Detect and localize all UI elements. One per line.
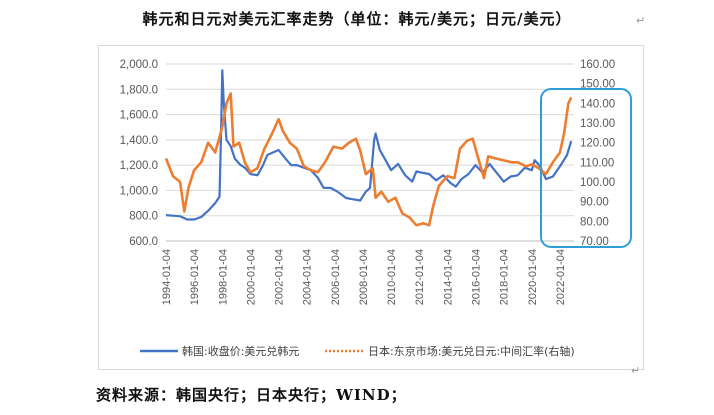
legend-label-jpy: 日本:东京市场:美元兑日元:中间汇率(右轴) [368,344,575,358]
y-right-tick-label: 100.00 [580,177,615,189]
y-left-tick-label: 800.0 [129,211,158,223]
y-right-tick-label: 140.00 [580,98,615,110]
x-tick-label: 1998-01-04 [217,249,229,305]
y-left-tick-label: 1,000.0 [120,185,158,197]
page-title: 韩元和日元对美元汇率走势（单位：韩元/美元；日元/美元） [142,10,572,28]
y-left-tick-label: 2,000.0 [120,59,158,71]
y-left-tick-label: 1,200.0 [120,160,158,172]
x-tick-label: 2016-01-04 [471,249,483,305]
source-note: 资料来源：韩国央行；日本央行；WIND； [96,386,407,404]
x-tick-label: 2012-01-04 [414,249,426,305]
x-tick-label: 2020-01-04 [527,249,539,305]
legend-label-krw: 韩国:收盘价:美元兑韩元 [182,344,299,358]
y-left-tick-label: 1,400.0 [120,135,158,147]
x-tick-label: 1996-01-04 [189,249,201,305]
paragraph-mark-2: ↵ [631,364,641,377]
y-right-tick-label: 130.00 [580,118,615,130]
x-tick-label: 2008-01-04 [358,249,370,305]
x-tick-label: 2006-01-04 [330,249,342,305]
series-jpy-line [164,92,573,227]
x-tick-label: 2014-01-04 [442,249,454,305]
y-left-tick-label: 600.0 [129,236,158,248]
paragraph-mark: ↵ [636,14,646,27]
highlight-box [540,88,632,248]
x-tick-label: 2000-01-04 [245,249,257,305]
y-right-tick-label: 160.00 [580,59,615,71]
y-left-tick-label: 1,600.0 [120,110,158,122]
y-right-tick-label: 90.00 [580,197,609,209]
x-tick-label: 2004-01-04 [302,249,314,305]
y-right-tick-label: 150.00 [580,79,615,91]
series-krw-line [165,69,573,221]
chart-frame [98,45,644,370]
y-right-tick-label: 110.00 [580,157,614,169]
x-tick-label: 2022-01-04 [555,249,567,305]
x-tick-label: 2018-01-04 [499,249,511,305]
x-tick-label: 2002-01-04 [274,249,286,305]
y-right-tick-label: 120.00 [580,138,615,150]
x-tick-label: 2010-01-04 [386,249,398,305]
y-right-tick-label: 70.00 [580,236,609,248]
y-right-tick-label: 80.00 [580,216,609,228]
x-tick-label: 1994-01-04 [161,249,173,305]
y-left-tick-label: 1,800.0 [120,84,158,96]
